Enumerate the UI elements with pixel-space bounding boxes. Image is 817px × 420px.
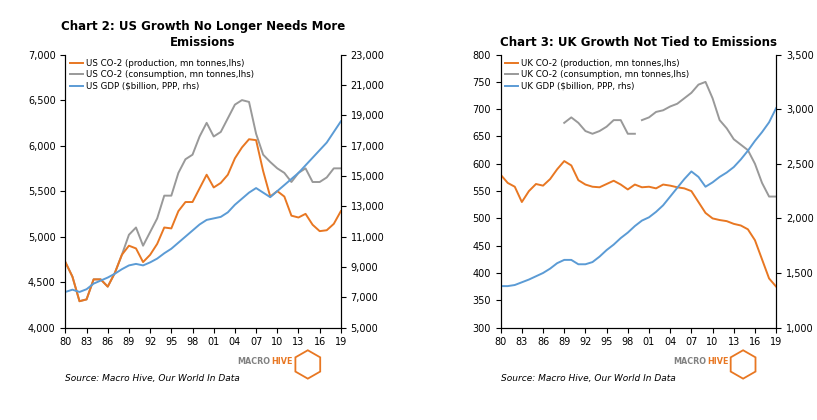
Text: MACRO: MACRO xyxy=(673,357,706,366)
Text: HIVE: HIVE xyxy=(272,357,293,366)
Text: HIVE: HIVE xyxy=(707,357,729,366)
Title: Chart 3: UK Growth Not Tied to Emissions: Chart 3: UK Growth Not Tied to Emissions xyxy=(500,36,777,49)
Legend: US CO-2 (production, mn tonnes,lhs), US CO-2 (consumption, mn tonnes,lhs), US GD: US CO-2 (production, mn tonnes,lhs), US … xyxy=(69,59,254,91)
Text: MACRO: MACRO xyxy=(238,357,270,366)
Text: Source: Macro Hive, Our World In Data: Source: Macro Hive, Our World In Data xyxy=(501,374,676,383)
Legend: UK CO-2 (production, mn tonnes,lhs), UK CO-2 (consumption, mn tonnes,lhs), UK GD: UK CO-2 (production, mn tonnes,lhs), UK … xyxy=(505,59,690,91)
Title: Chart 2: US Growth No Longer Needs More
Emissions: Chart 2: US Growth No Longer Needs More … xyxy=(61,20,346,49)
Text: Source: Macro Hive, Our World In Data: Source: Macro Hive, Our World In Data xyxy=(65,374,240,383)
